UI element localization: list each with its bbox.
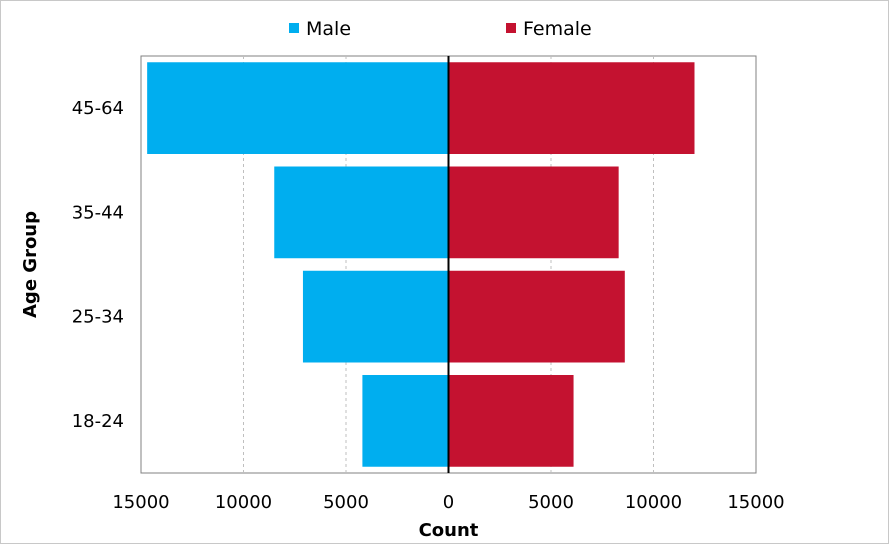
bar-female-35-44 [448, 166, 619, 259]
y-tick-label: 18-24 [72, 411, 124, 432]
bar-male-35-44 [274, 166, 449, 259]
x-tick-label: 10000 [215, 492, 272, 513]
x-axis-title: Count [419, 520, 479, 541]
x-tick-label: 5000 [323, 492, 369, 513]
x-tick-label: 0 [443, 492, 454, 513]
x-tick-labels: 15000 10000 5000 0 5000 10000 15000 [112, 492, 784, 513]
x-tick-label: 15000 [727, 492, 784, 513]
legend-swatch-female [506, 23, 516, 33]
y-tick-label: 25-34 [72, 307, 124, 328]
y-tick-label: 45-64 [72, 98, 124, 119]
x-tick-label: 5000 [528, 492, 574, 513]
bar-male-45-64 [147, 62, 449, 154]
legend-label-female: Female [523, 18, 592, 40]
bar-female-45-64 [448, 62, 695, 154]
y-tick-label: 35-44 [72, 202, 124, 223]
bar-female-25-34 [448, 270, 625, 363]
legend-label-male: Male [306, 18, 351, 40]
y-axis-title: Age Group [20, 211, 41, 318]
bar-male-18-24 [362, 375, 449, 467]
bar-male-25-34 [302, 270, 449, 363]
y-tick-labels: 18-24 25-34 35-44 45-64 [72, 98, 124, 432]
x-tick-label: 15000 [112, 492, 169, 513]
legend-swatch-male [289, 23, 299, 33]
legend: Male Female [289, 18, 592, 40]
bar-female-18-24 [448, 375, 574, 467]
bars [147, 62, 695, 467]
x-tick-label: 10000 [625, 492, 682, 513]
